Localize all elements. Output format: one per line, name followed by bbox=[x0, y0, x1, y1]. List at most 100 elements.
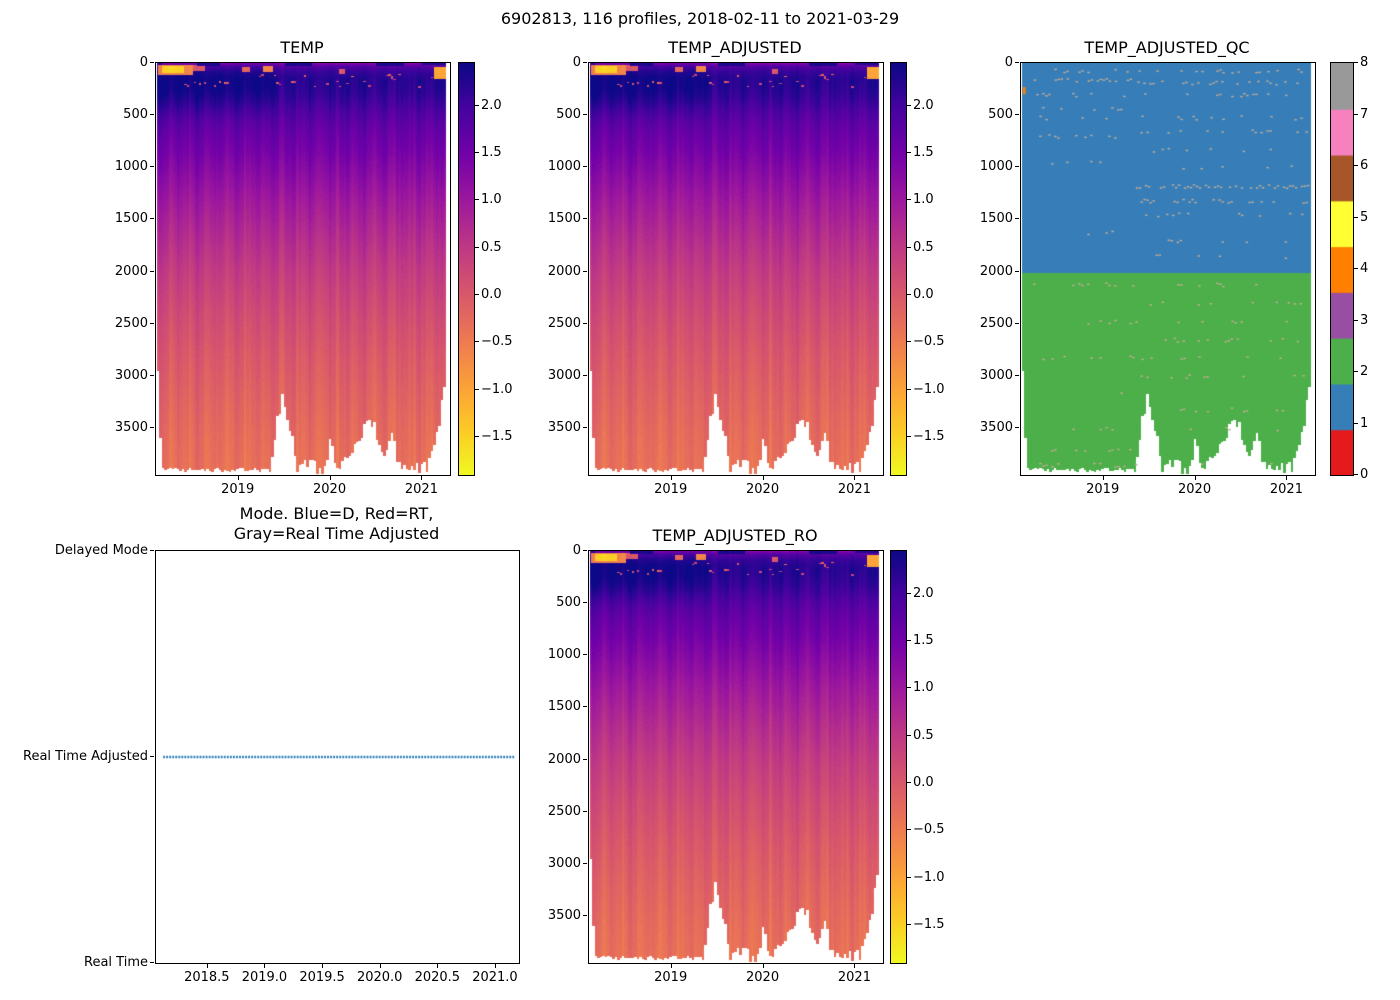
colorbar-tick-label: 1.0 bbox=[913, 680, 934, 696]
y-tick-label: 3000 bbox=[547, 367, 581, 383]
x-tick-label: 2021 bbox=[1269, 482, 1303, 497]
tick-mark bbox=[1015, 62, 1019, 63]
tick-mark bbox=[1015, 374, 1019, 376]
y-tick-label: 500 bbox=[556, 595, 581, 611]
y-tick-label: 3000 bbox=[979, 367, 1013, 383]
tick-mark bbox=[379, 964, 381, 968]
mode-y-tick-label: Delayed Mode bbox=[54, 543, 148, 558]
y-tick-label: 0 bbox=[572, 543, 581, 558]
tick-mark bbox=[150, 218, 154, 220]
tick-mark bbox=[583, 810, 587, 812]
qc-colorbar-tick-label: 6 bbox=[1360, 158, 1369, 173]
tick-mark bbox=[583, 706, 587, 708]
tick-mark bbox=[1354, 113, 1358, 115]
tick-mark bbox=[854, 476, 856, 480]
y-tick-label: 2500 bbox=[979, 315, 1013, 331]
colorbar-tick-label: −1.5 bbox=[913, 429, 945, 445]
y-tick-label: 1500 bbox=[547, 699, 581, 715]
x-tick-label: 2020 bbox=[746, 970, 780, 985]
y-tick-label: 2500 bbox=[547, 315, 581, 331]
tick-mark bbox=[907, 388, 911, 390]
tick-mark bbox=[1354, 422, 1358, 424]
tick-mark bbox=[237, 476, 239, 480]
tick-mark bbox=[150, 962, 154, 963]
colorbar-tick-label: 0.5 bbox=[913, 239, 934, 255]
tick-mark bbox=[583, 427, 587, 429]
x-tick-label: 2021 bbox=[837, 970, 871, 985]
colorbar-tick-label: −1.0 bbox=[913, 381, 945, 397]
tick-mark bbox=[907, 151, 911, 153]
tick-mark bbox=[762, 476, 764, 480]
tick-mark bbox=[1102, 476, 1104, 480]
tick-mark bbox=[583, 374, 587, 376]
tick-mark bbox=[475, 199, 479, 201]
tick-mark bbox=[1354, 371, 1358, 372]
temp-adjusted-ro-plot-area bbox=[588, 550, 884, 964]
tick-mark bbox=[1354, 474, 1358, 475]
y-tick-label: 1000 bbox=[547, 159, 581, 175]
tick-mark bbox=[1354, 62, 1358, 63]
tick-mark bbox=[583, 218, 587, 220]
y-tick-label: 3500 bbox=[547, 420, 581, 436]
x-tick-label: 2020.5 bbox=[414, 970, 461, 985]
tick-mark bbox=[907, 294, 911, 296]
colorbar-tick-label: 0.5 bbox=[481, 239, 502, 255]
temp-adjusted-ro-colorbar-canvas bbox=[891, 551, 906, 963]
tick-mark bbox=[264, 964, 266, 968]
tick-mark bbox=[1015, 218, 1019, 220]
colorbar-tick-label: 1.0 bbox=[913, 192, 934, 208]
colorbar-tick-label: −0.5 bbox=[913, 334, 945, 350]
tick-mark bbox=[907, 639, 911, 641]
y-tick-label: 3500 bbox=[979, 420, 1013, 436]
y-tick-label: 0 bbox=[139, 55, 148, 70]
temp-adjusted-qc-heatmap-canvas bbox=[1021, 63, 1315, 475]
tick-mark bbox=[475, 151, 479, 153]
x-tick-label: 2021.0 bbox=[472, 970, 518, 985]
tick-mark bbox=[150, 756, 154, 757]
tick-mark bbox=[437, 964, 439, 968]
tick-mark bbox=[322, 964, 324, 968]
figure-title: 6902813, 116 profiles, 2018-02-11 to 202… bbox=[500, 9, 900, 28]
x-tick-label: 2021 bbox=[404, 482, 438, 497]
x-tick-label: 2020 bbox=[313, 482, 347, 497]
x-tick-label: 2019 bbox=[1086, 482, 1120, 497]
qc-colorbar-tick-label: 3 bbox=[1360, 312, 1369, 328]
colorbar-tick-label: 2.0 bbox=[481, 97, 502, 113]
x-tick-label: 2020 bbox=[746, 482, 780, 497]
y-tick-label: 1000 bbox=[114, 159, 148, 175]
qc-colorbar-tick-label: 2 bbox=[1360, 364, 1369, 379]
y-tick-label: 500 bbox=[988, 107, 1013, 123]
y-tick-label: 3000 bbox=[114, 367, 148, 383]
y-tick-label: 2000 bbox=[114, 263, 148, 279]
tick-mark bbox=[583, 602, 587, 604]
temp-adjusted-ro-colorbar bbox=[890, 550, 907, 964]
y-tick-label: 3500 bbox=[114, 420, 148, 436]
x-tick-label: 2021 bbox=[837, 482, 871, 497]
tick-mark bbox=[1354, 319, 1358, 321]
colorbar-tick-label: −0.5 bbox=[481, 334, 513, 350]
tick-mark bbox=[583, 270, 587, 272]
tick-mark bbox=[150, 270, 154, 272]
subplot-title-temp-adjusted-ro: TEMP_ADJUSTED_RO bbox=[652, 526, 818, 545]
tick-mark bbox=[670, 964, 672, 968]
tick-mark bbox=[907, 436, 911, 438]
tick-mark bbox=[206, 964, 208, 968]
tick-mark bbox=[670, 476, 672, 480]
subplot-title-mode: Mode. Blue=D, Red=RT, Gray=Real Time Adj… bbox=[233, 504, 440, 543]
tick-mark bbox=[1015, 166, 1019, 168]
x-tick-label: 2019 bbox=[221, 482, 255, 497]
x-tick-label: 2019.5 bbox=[299, 970, 345, 985]
y-tick-label: 0 bbox=[572, 55, 581, 70]
y-tick-label: 2000 bbox=[547, 751, 581, 767]
colorbar-tick-label: −1.5 bbox=[913, 917, 945, 933]
y-tick-label: 2000 bbox=[979, 263, 1013, 279]
y-tick-label: 1500 bbox=[979, 211, 1013, 227]
mode-scatter-canvas bbox=[156, 551, 519, 963]
tick-mark bbox=[1354, 165, 1358, 166]
x-tick-label: 2019.0 bbox=[241, 970, 288, 985]
subplot-title-temp-adjusted: TEMP_ADJUSTED bbox=[668, 38, 802, 57]
colorbar-tick-label: −1.0 bbox=[913, 869, 945, 885]
tick-mark bbox=[907, 734, 911, 736]
tick-mark bbox=[1194, 476, 1196, 480]
